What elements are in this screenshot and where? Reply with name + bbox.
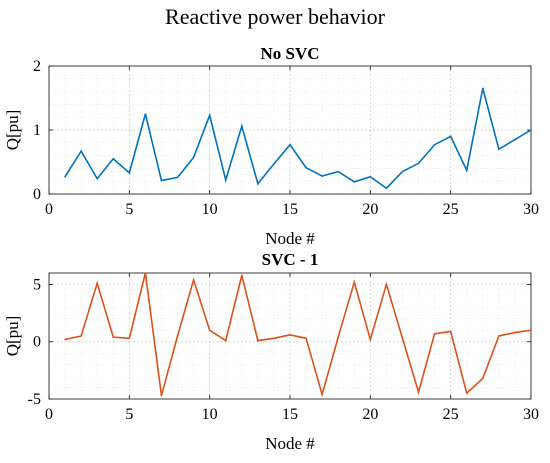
- data-point: [514, 138, 516, 141]
- data-point: [337, 336, 340, 338]
- data-point: [498, 148, 500, 150]
- data-point: [305, 337, 307, 340]
- data-point: [208, 114, 211, 117]
- x-tick-label: 10: [202, 201, 218, 218]
- data-point: [96, 282, 98, 285]
- data-point: [305, 166, 307, 169]
- data-point: [273, 163, 275, 165]
- data-point: [465, 169, 468, 172]
- x-tick-label: 30: [523, 406, 539, 423]
- data-point: [337, 170, 340, 173]
- grid: [49, 66, 531, 194]
- data-point: [385, 283, 388, 286]
- data-point: [417, 391, 420, 393]
- data-point: [224, 179, 227, 181]
- data-point: [208, 329, 211, 332]
- data-point: [257, 182, 259, 185]
- x-tick-label: 10: [202, 406, 218, 423]
- x-tick-label: 5: [125, 406, 133, 423]
- data-point: [385, 187, 388, 190]
- data-point: [112, 158, 115, 160]
- plot-title: No SVC: [260, 44, 319, 63]
- data-point: [449, 330, 452, 333]
- data-point: [80, 335, 82, 337]
- data-point: [241, 125, 243, 127]
- data-point: [144, 272, 147, 274]
- data-point: [241, 274, 243, 277]
- data-point: [128, 172, 131, 174]
- data-point: [273, 337, 275, 340]
- data-point: [514, 331, 516, 334]
- figure-title: Reactive power behavior: [165, 4, 386, 29]
- data-point: [224, 339, 227, 342]
- x-tick-label: 0: [45, 406, 53, 423]
- y-tick-label: 0: [33, 334, 41, 351]
- data-point: [257, 339, 259, 342]
- data-point: [353, 181, 356, 183]
- data-point: [482, 377, 484, 380]
- y-tick-label: -5: [28, 391, 41, 408]
- data-point: [321, 393, 323, 396]
- data-point: [192, 156, 195, 159]
- data-point: [176, 176, 179, 179]
- data-point: [160, 179, 163, 182]
- data-point: [465, 392, 468, 395]
- data-point: [417, 162, 420, 165]
- data-point: [192, 279, 195, 281]
- data-point: [289, 334, 291, 336]
- data-point: [321, 175, 323, 177]
- data-point: [401, 170, 404, 173]
- data-point: [112, 336, 115, 338]
- data-point: [449, 135, 452, 138]
- data-point: [96, 177, 98, 180]
- data-point: [289, 143, 291, 146]
- y-axis-label: Q[pu]: [3, 110, 22, 151]
- grid: [49, 273, 531, 399]
- x-axis-label: Node #: [265, 229, 315, 248]
- data-point: [482, 87, 484, 90]
- x-tick-label: 15: [282, 406, 298, 423]
- y-tick-label: 1: [33, 122, 41, 139]
- data-point: [128, 337, 131, 340]
- data-point: [369, 338, 372, 341]
- data-point: [160, 394, 163, 397]
- series-line-no-svc: [64, 88, 532, 190]
- x-tick-label: 20: [362, 201, 378, 218]
- x-tick-label: 20: [362, 406, 378, 423]
- plot-area: [49, 273, 531, 399]
- data-point: [433, 332, 436, 335]
- data-point: [401, 337, 404, 340]
- data-point: [144, 113, 147, 115]
- series-line-svc-1: [64, 272, 532, 398]
- x-axis-label: Node #: [265, 434, 315, 453]
- x-tick-label: 30: [523, 201, 539, 218]
- data-point: [80, 150, 82, 152]
- y-tick-label: 2: [33, 58, 41, 75]
- data-point: [530, 329, 532, 332]
- x-tick-label: 15: [282, 201, 298, 218]
- data-point: [64, 175, 66, 178]
- plot-no-svc: 0 5 10 15 20 25 30 0 1 2 No SVC Node # Q[pu]: [3, 44, 539, 248]
- data-point: [498, 335, 500, 337]
- x-tick-label: 0: [45, 201, 53, 218]
- data-point: [530, 129, 532, 131]
- data-point: [64, 338, 66, 341]
- y-tick-label: 5: [33, 276, 41, 293]
- x-tick-label: 5: [125, 201, 133, 218]
- x-tick-label: 25: [443, 201, 459, 218]
- plot-title: SVC - 1: [262, 250, 319, 269]
- data-point: [369, 175, 372, 178]
- data-point: [176, 335, 179, 337]
- y-tick-label: 0: [33, 186, 41, 203]
- data-point: [433, 143, 436, 146]
- x-tick-label: 25: [443, 406, 459, 423]
- y-axis-label: Q[pu]: [3, 316, 22, 357]
- data-point: [353, 281, 356, 283]
